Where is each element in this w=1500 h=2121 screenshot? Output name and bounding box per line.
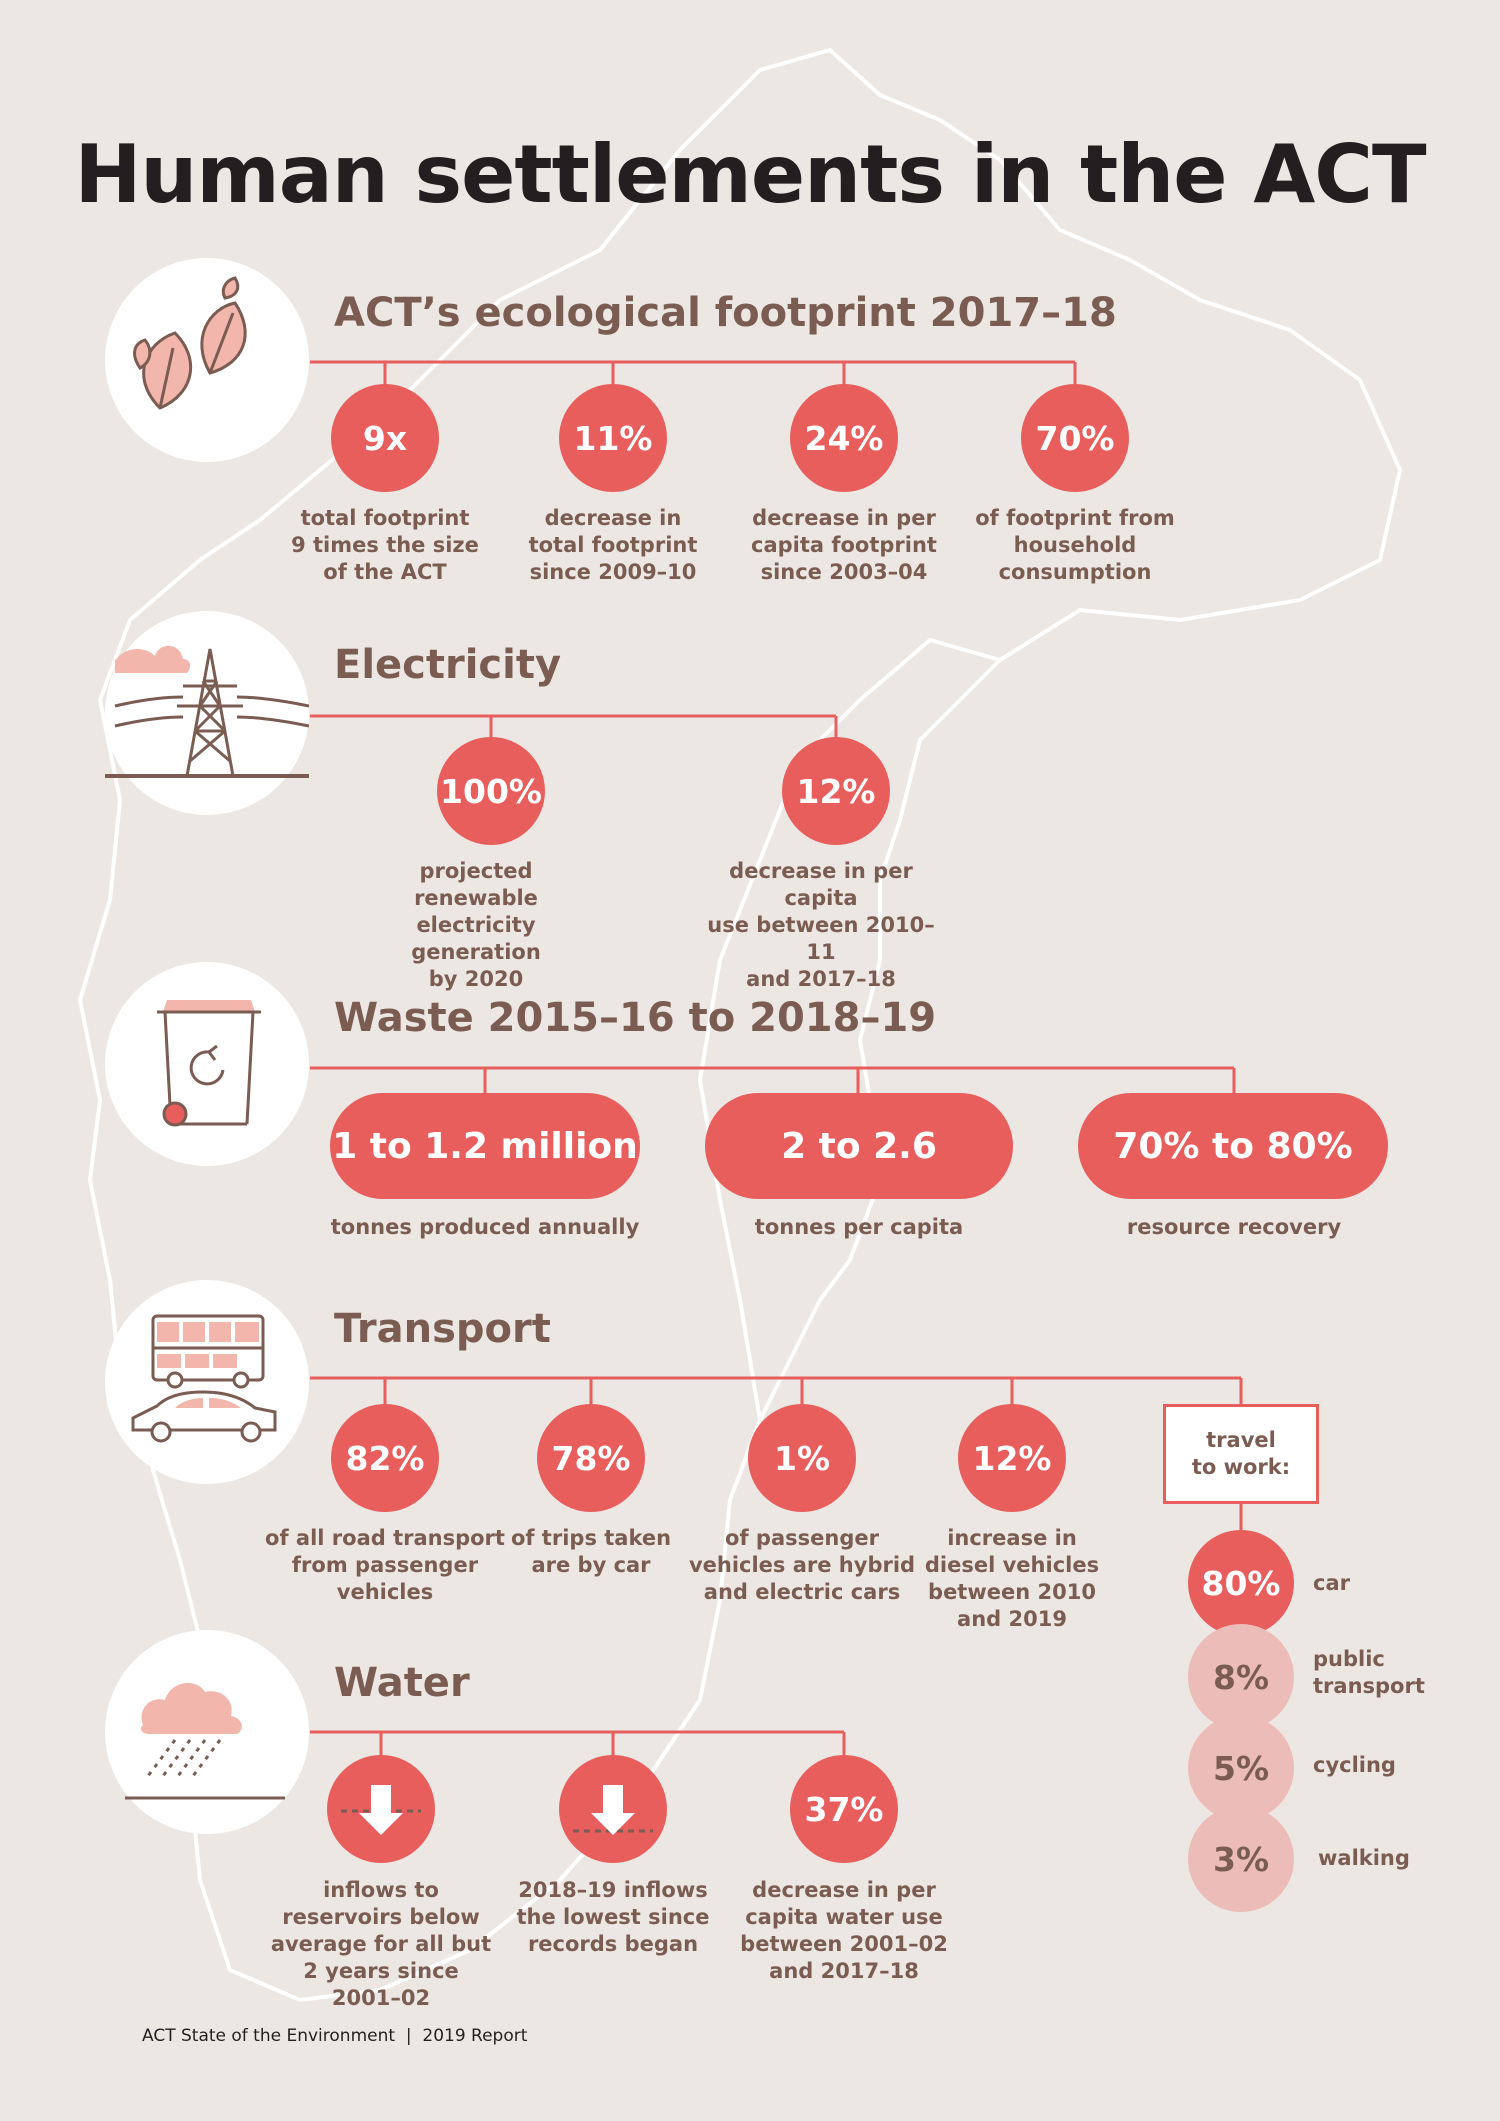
leaves-icon <box>133 276 247 410</box>
travel-mode-car-value: 80% <box>1188 1530 1294 1636</box>
travel-to-work-heading: travel to work: <box>1191 1428 1291 1479</box>
footprint-stat-3-label: decrease in per capita footprint since 2… <box>751 506 937 584</box>
transport-stat-1-label: of all road transport from passenger veh… <box>265 1526 505 1604</box>
transport-icon-circle <box>105 1280 309 1484</box>
water-stat-2-arrow <box>559 1755 667 1863</box>
transport-section-title: Transport <box>334 1306 551 1352</box>
transport-stat-4-value: 12% <box>958 1404 1066 1512</box>
down-arrow-icon <box>341 1785 421 1835</box>
waste-icon-circle <box>105 962 309 1166</box>
travel-mode-car-label: car <box>1313 1571 1350 1595</box>
water-stat-3-label: decrease in per capita water use between… <box>740 1878 948 1983</box>
waste-stat-3-value: 70% to 80% <box>1078 1093 1388 1199</box>
travel-mode-public-transport-label: public transport <box>1313 1647 1425 1698</box>
footprint-stat-1-label: total footprint 9 times the size of the … <box>291 506 479 584</box>
bus-and-car-icon <box>131 1314 277 1443</box>
water-stat-1-label: inflows to reservoirs below average for … <box>270 1878 492 2010</box>
transport-stat-2-value: 78% <box>537 1404 645 1512</box>
electricity-section-title: Electricity <box>334 642 562 688</box>
electricity-stat-2-value: 12% <box>782 737 890 845</box>
recycling-bin-icon <box>157 1000 261 1127</box>
footprint-stat-3-value: 24% <box>790 384 898 492</box>
water-section-title: Water <box>334 1660 470 1706</box>
travel-to-work-box: travel to work: <box>1163 1404 1319 1504</box>
electricity-stat-1-value: 100% <box>437 737 545 845</box>
transport-stat-3-label: of passenger vehicles are hybrid and ele… <box>688 1526 916 1604</box>
travel-mode-public-transport-value: 8% <box>1188 1624 1294 1730</box>
electricity-icon-circle <box>105 611 309 815</box>
footprint-stat-4-label: of footprint from household consumption <box>975 506 1175 584</box>
electricity-stat-1-label: projected renewable electricity generati… <box>411 859 541 991</box>
waste-stat-1-value: 1 to 1.2 million <box>330 1093 640 1199</box>
waste-stat-3-label: resource recovery <box>1126 1215 1342 1239</box>
waste-stat-1-label: tonnes produced annually <box>330 1215 640 1239</box>
travel-mode-cycling-value: 5% <box>1188 1715 1294 1821</box>
footer-credit: ACT State of the Environment | 2019 Repo… <box>142 2026 528 2046</box>
waste-stat-2-label: tonnes per capita <box>754 1215 964 1239</box>
footprint-stat-4-value: 70% <box>1021 384 1129 492</box>
page-title: Human settlements in the ACT <box>74 128 1426 221</box>
water-icon-circle <box>105 1630 309 1834</box>
electricity-stat-2-label: decrease in per capita use between 2010–… <box>707 859 935 991</box>
footprint-icon-circle <box>105 258 309 462</box>
waste-stat-2-value: 2 to 2.6 <box>705 1093 1013 1199</box>
rain-cloud-icon <box>125 1682 285 1800</box>
water-stat-3-value: 37% <box>790 1755 898 1863</box>
footprint-stat-2-label: decrease in total footprint since 2009–1… <box>528 506 698 584</box>
transport-stat-4-label: increase in diesel vehicles between 2010… <box>924 1526 1100 1631</box>
footprint-section-title: ACT’s ecological footprint 2017–18 <box>334 290 1117 336</box>
water-stat-1-arrow <box>327 1755 435 1863</box>
power-pylon-icon <box>105 645 309 778</box>
footprint-stat-2-value: 11% <box>559 384 667 492</box>
waste-section-title: Waste 2015–16 to 2018–19 <box>334 995 937 1041</box>
travel-mode-walking-value: 3% <box>1188 1806 1294 1912</box>
down-arrow-icon <box>573 1785 653 1835</box>
transport-stat-3-value: 1% <box>748 1404 856 1512</box>
transport-stat-2-label: of trips taken are by car <box>510 1526 672 1577</box>
footprint-stat-1-value: 9x <box>331 384 439 492</box>
travel-mode-cycling-label: cycling <box>1313 1753 1396 1777</box>
transport-stat-1-value: 82% <box>331 1404 439 1512</box>
water-stat-2-label: 2018–19 inflows the lowest since records… <box>516 1878 710 1956</box>
travel-mode-walking-label: walking <box>1318 1846 1410 1870</box>
